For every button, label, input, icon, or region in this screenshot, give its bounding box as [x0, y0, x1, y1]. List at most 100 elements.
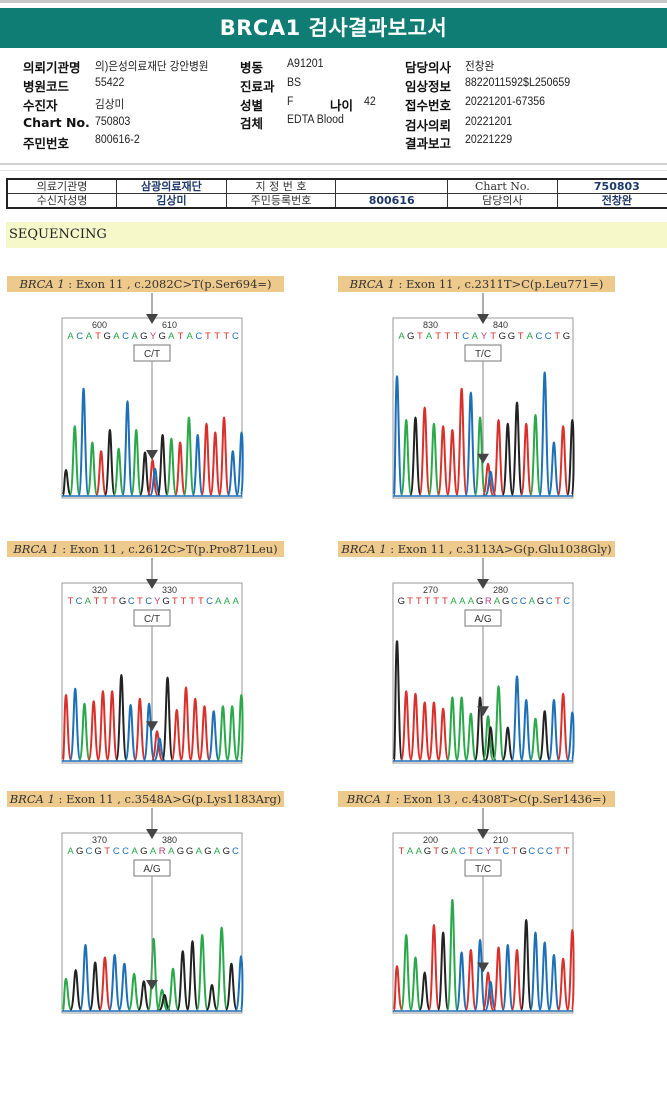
base-letter: A — [113, 331, 120, 342]
base-letter: G — [158, 331, 165, 342]
trace-peak — [455, 951, 468, 1011]
gene-name: BRCA 1 — [19, 277, 65, 291]
info-label: 성별 — [240, 98, 264, 113]
base-letter: T — [435, 331, 441, 342]
trace-peak — [418, 406, 431, 496]
base-letter: G — [204, 846, 211, 857]
variant-panel: 830 840 A G T A T T T C A Y T G G T A C C T G T/C BRCA 1 : Exo… — [338, 276, 618, 526]
position-label: 200 — [423, 835, 438, 845]
info-value: 전창완 — [465, 61, 495, 73]
trace-peak — [195, 933, 209, 1011]
pointer-arrow-icon — [146, 314, 158, 324]
trace-peak — [143, 702, 156, 761]
base-letter: T — [416, 596, 422, 607]
base-letter: A — [86, 331, 93, 342]
base-letter: T — [172, 596, 178, 607]
base-letter: A — [85, 596, 92, 607]
position-label: 210 — [493, 835, 508, 845]
base-letter: C — [476, 846, 483, 857]
pointer-arrow-icon — [146, 579, 158, 589]
base-letter: Y — [150, 331, 157, 342]
position-label: 330 — [162, 585, 177, 595]
base-letter: A — [459, 596, 466, 607]
trace-peak — [133, 697, 146, 761]
genotype-call: A/G — [143, 864, 160, 875]
info-value: 750803 — [95, 116, 131, 128]
section-title: SEQUENCING — [6, 222, 667, 248]
trace-peak — [409, 416, 422, 496]
info-value: 의)은성의료재단 강안병원 — [95, 61, 209, 73]
info-value: 20221229 — [465, 134, 513, 146]
trace-peak — [437, 425, 450, 496]
trace-peak — [418, 701, 431, 761]
variant-description: : Exon 11 , c.3548A>G(p.Lys1183Arg) — [54, 792, 282, 806]
base-letter: G — [499, 331, 506, 342]
base-letter: T — [554, 331, 560, 342]
trace-peak — [418, 971, 431, 1011]
base-letter: G — [186, 846, 193, 857]
trace-peak — [501, 726, 514, 761]
position-label: 380 — [162, 835, 177, 845]
base-letter: A — [416, 846, 423, 857]
base-letter: A — [426, 331, 433, 342]
trace-peak — [150, 730, 164, 761]
trace-peak — [121, 400, 134, 496]
trace-peak — [147, 937, 160, 1011]
base-letter: C — [76, 331, 83, 342]
base-letter: A — [468, 596, 475, 607]
table-cell: 김상미 — [116, 193, 227, 209]
base-letter: G — [441, 846, 448, 857]
base-letter: T — [494, 846, 500, 857]
trace-peak — [176, 950, 190, 1011]
trace-peak — [474, 938, 487, 1011]
trace-peak — [520, 422, 533, 496]
trace-peak — [409, 692, 422, 761]
het-arrow-icon — [477, 706, 489, 717]
variant-label: BRCA 1 : Exon 11 , c.3548A>G(p.Lys1183Ar… — [7, 791, 284, 807]
base-letter: C — [145, 596, 152, 607]
base-letter: C — [232, 846, 239, 857]
base-letter: C — [546, 846, 553, 857]
trace-peak — [427, 923, 440, 1011]
trace-peak — [124, 703, 137, 761]
trace-peak — [400, 690, 413, 761]
base-letter: G — [407, 331, 414, 342]
trace-peak — [209, 431, 222, 496]
info-value: F — [287, 96, 294, 108]
info-label: 임상정보 — [405, 79, 452, 94]
trace-peak — [437, 931, 450, 1011]
info-value: 8822011592$L250659 — [465, 77, 571, 89]
base-letter: T — [398, 846, 404, 857]
base-letter: T — [178, 331, 184, 342]
base-letter: C — [502, 846, 509, 857]
trace-peak — [400, 418, 413, 496]
base-letter: T — [433, 596, 439, 607]
trace-peak — [156, 433, 169, 496]
base-letter: C — [113, 846, 120, 857]
info-label: 결과보고 — [405, 136, 452, 151]
base-letter: A — [168, 846, 175, 857]
trace-peak — [566, 711, 575, 761]
base-letter: T — [214, 331, 220, 342]
pointer-arrow-icon — [146, 829, 158, 839]
info-value: EDTA Blood — [287, 114, 344, 126]
base-letter: T — [512, 846, 518, 857]
trace-peak — [492, 946, 505, 1011]
info-label: 주민번호 — [23, 136, 70, 151]
base-letter: G — [519, 846, 526, 857]
base-letter: C — [206, 596, 213, 607]
position-label: 600 — [92, 320, 107, 330]
base-letter: G — [424, 846, 431, 857]
base-letter: T — [425, 596, 431, 607]
trace-peak — [464, 712, 477, 761]
variant-panel: 600 610 A C A T G A C A G Y G A T A C T T T C C/T BRCA 1 : Exo… — [7, 276, 287, 526]
info-value: 800616-2 — [95, 134, 140, 146]
base-letter: T — [518, 331, 524, 342]
trace-peak — [218, 416, 230, 496]
trace-peak — [165, 437, 178, 496]
base-letter: C — [546, 596, 553, 607]
trace-peak — [86, 441, 99, 496]
trace-peak — [108, 953, 121, 1011]
